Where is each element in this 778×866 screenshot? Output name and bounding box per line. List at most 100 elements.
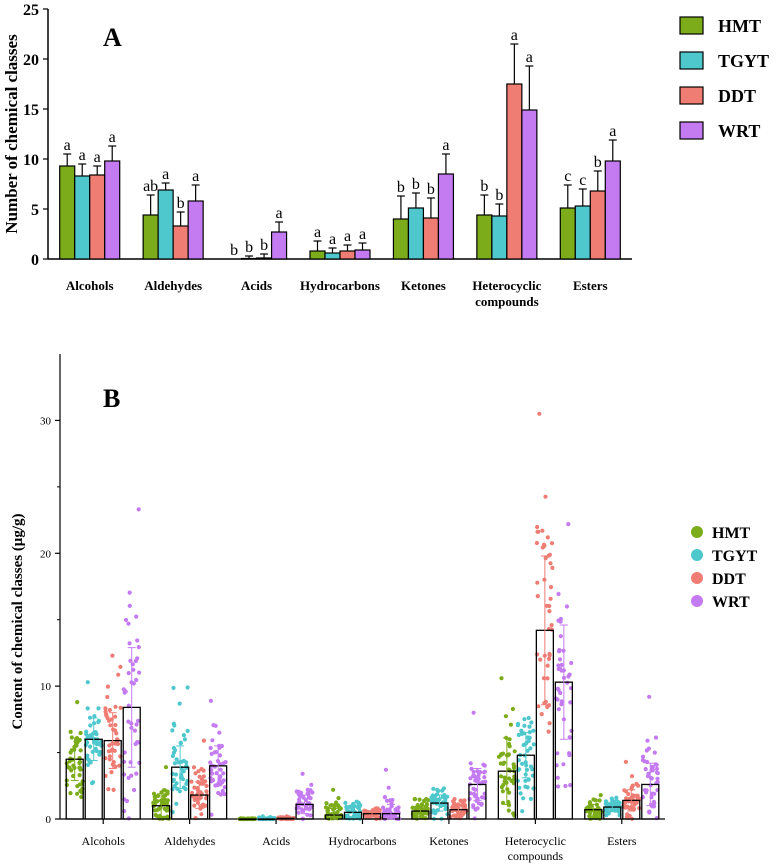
data-point-hmt bbox=[499, 785, 504, 790]
data-point-tgyt bbox=[171, 685, 176, 691]
data-point-hmt bbox=[499, 774, 504, 779]
data-point-ddt bbox=[199, 766, 204, 772]
data-point-tgyt bbox=[528, 746, 533, 751]
data-point-wrt bbox=[132, 728, 137, 733]
data-point-wrt bbox=[653, 762, 658, 767]
bar-tgyt bbox=[74, 175, 91, 260]
data-point-ddt bbox=[535, 524, 540, 530]
data-point-wrt bbox=[469, 766, 474, 772]
data-point-wrt bbox=[473, 775, 478, 780]
data-point-wrt bbox=[472, 816, 477, 821]
data-point-ddt bbox=[547, 721, 552, 726]
data-point-ddt bbox=[118, 705, 123, 710]
data-point-ddt bbox=[107, 707, 112, 713]
data-point-wrt bbox=[218, 767, 223, 772]
data-point-tgyt bbox=[85, 756, 90, 761]
data-point-hmt bbox=[511, 811, 516, 816]
data-point-hmt bbox=[78, 748, 83, 753]
significance-letter: ab bbox=[143, 178, 158, 195]
bar-hmt bbox=[142, 214, 159, 260]
data-point-ddt bbox=[105, 684, 110, 689]
legend-label-wrt: WRT bbox=[712, 594, 750, 611]
bar-tgyt bbox=[574, 205, 591, 260]
bar-tgyt bbox=[157, 189, 174, 260]
significance-letter: b bbox=[480, 178, 488, 195]
significance-letter: a bbox=[314, 224, 321, 241]
data-point-tgyt bbox=[94, 742, 100, 747]
data-point-wrt bbox=[567, 751, 572, 756]
bar-ddt bbox=[255, 257, 273, 260]
data-point-tgyt bbox=[96, 706, 101, 711]
legend-label-hmt: HMT bbox=[712, 525, 751, 542]
y-axis-title: Content of chemical classes (μg/g) bbox=[10, 514, 26, 730]
data-point-wrt bbox=[556, 591, 561, 597]
significance-letter: a bbox=[442, 137, 449, 154]
data-point-tgyt bbox=[181, 758, 186, 763]
data-point-wrt bbox=[218, 774, 223, 779]
data-point-hmt bbox=[510, 706, 515, 712]
data-point-hmt bbox=[498, 761, 503, 766]
data-point-tgyt bbox=[93, 730, 98, 735]
y-tick-label: 0 bbox=[31, 252, 39, 269]
data-point-tgyt bbox=[527, 724, 532, 729]
data-point-wrt bbox=[296, 810, 301, 815]
bar-tgyt bbox=[324, 252, 341, 260]
data-point-hmt bbox=[66, 765, 71, 770]
data-point-ddt bbox=[534, 540, 540, 546]
data-point-tgyt bbox=[433, 811, 438, 816]
data-point-tgyt bbox=[185, 685, 190, 690]
legend-swatch-ddt bbox=[679, 86, 704, 105]
data-point-wrt bbox=[482, 775, 487, 780]
data-point-hmt bbox=[77, 773, 82, 778]
data-point-wrt bbox=[654, 766, 660, 771]
y-tick-label: 0 bbox=[46, 814, 52, 826]
data-point-wrt bbox=[305, 791, 310, 796]
data-point-tgyt bbox=[172, 783, 177, 789]
data-point-hmt bbox=[506, 808, 511, 813]
data-point-hmt bbox=[154, 813, 159, 818]
data-point-hmt bbox=[412, 797, 418, 802]
x-tick-label: Ketones bbox=[429, 834, 469, 848]
bar-hmt bbox=[559, 207, 576, 260]
data-point-ddt bbox=[200, 781, 206, 786]
data-point-hmt bbox=[336, 796, 341, 801]
bar-ddt bbox=[506, 83, 523, 260]
significance-letter: b bbox=[245, 239, 253, 256]
data-point-wrt bbox=[217, 753, 223, 758]
data-point-hmt bbox=[75, 791, 80, 796]
data-point-tgyt bbox=[181, 785, 186, 790]
data-point-hmt bbox=[162, 788, 168, 793]
data-point-ddt bbox=[539, 712, 544, 717]
data-point-hmt bbox=[69, 748, 74, 753]
data-point-wrt bbox=[209, 771, 215, 776]
data-point-wrt bbox=[471, 710, 476, 715]
data-point-wrt bbox=[654, 770, 660, 775]
data-point-ddt bbox=[189, 779, 194, 784]
data-point-wrt bbox=[568, 700, 573, 705]
data-point-hmt bbox=[69, 768, 74, 773]
bar-hmt bbox=[59, 165, 76, 260]
bar-ddt bbox=[339, 250, 356, 260]
x-tick-label: Acids bbox=[241, 278, 272, 293]
data-point-hmt bbox=[503, 714, 508, 719]
data-point-ddt bbox=[545, 535, 550, 540]
data-point-hmt bbox=[588, 803, 593, 808]
data-point-wrt bbox=[222, 792, 227, 797]
panel-label-b: B bbox=[103, 384, 120, 413]
data-point-hmt bbox=[424, 801, 429, 807]
data-point-wrt bbox=[646, 746, 652, 751]
data-point-wrt bbox=[210, 738, 215, 743]
data-point-wrt bbox=[135, 740, 140, 745]
data-point-wrt bbox=[558, 690, 563, 696]
data-point-ddt bbox=[107, 754, 112, 759]
y-tick-label: 10 bbox=[40, 681, 52, 693]
legend-marker-hmt bbox=[691, 526, 703, 538]
data-point-tgyt bbox=[442, 794, 447, 799]
data-point-ddt bbox=[104, 713, 109, 718]
data-point-tgyt bbox=[610, 798, 615, 803]
significance-letter: a bbox=[511, 27, 518, 44]
data-point-wrt bbox=[221, 771, 226, 776]
data-point-ddt bbox=[107, 757, 112, 762]
significance-letter: b bbox=[412, 176, 420, 193]
